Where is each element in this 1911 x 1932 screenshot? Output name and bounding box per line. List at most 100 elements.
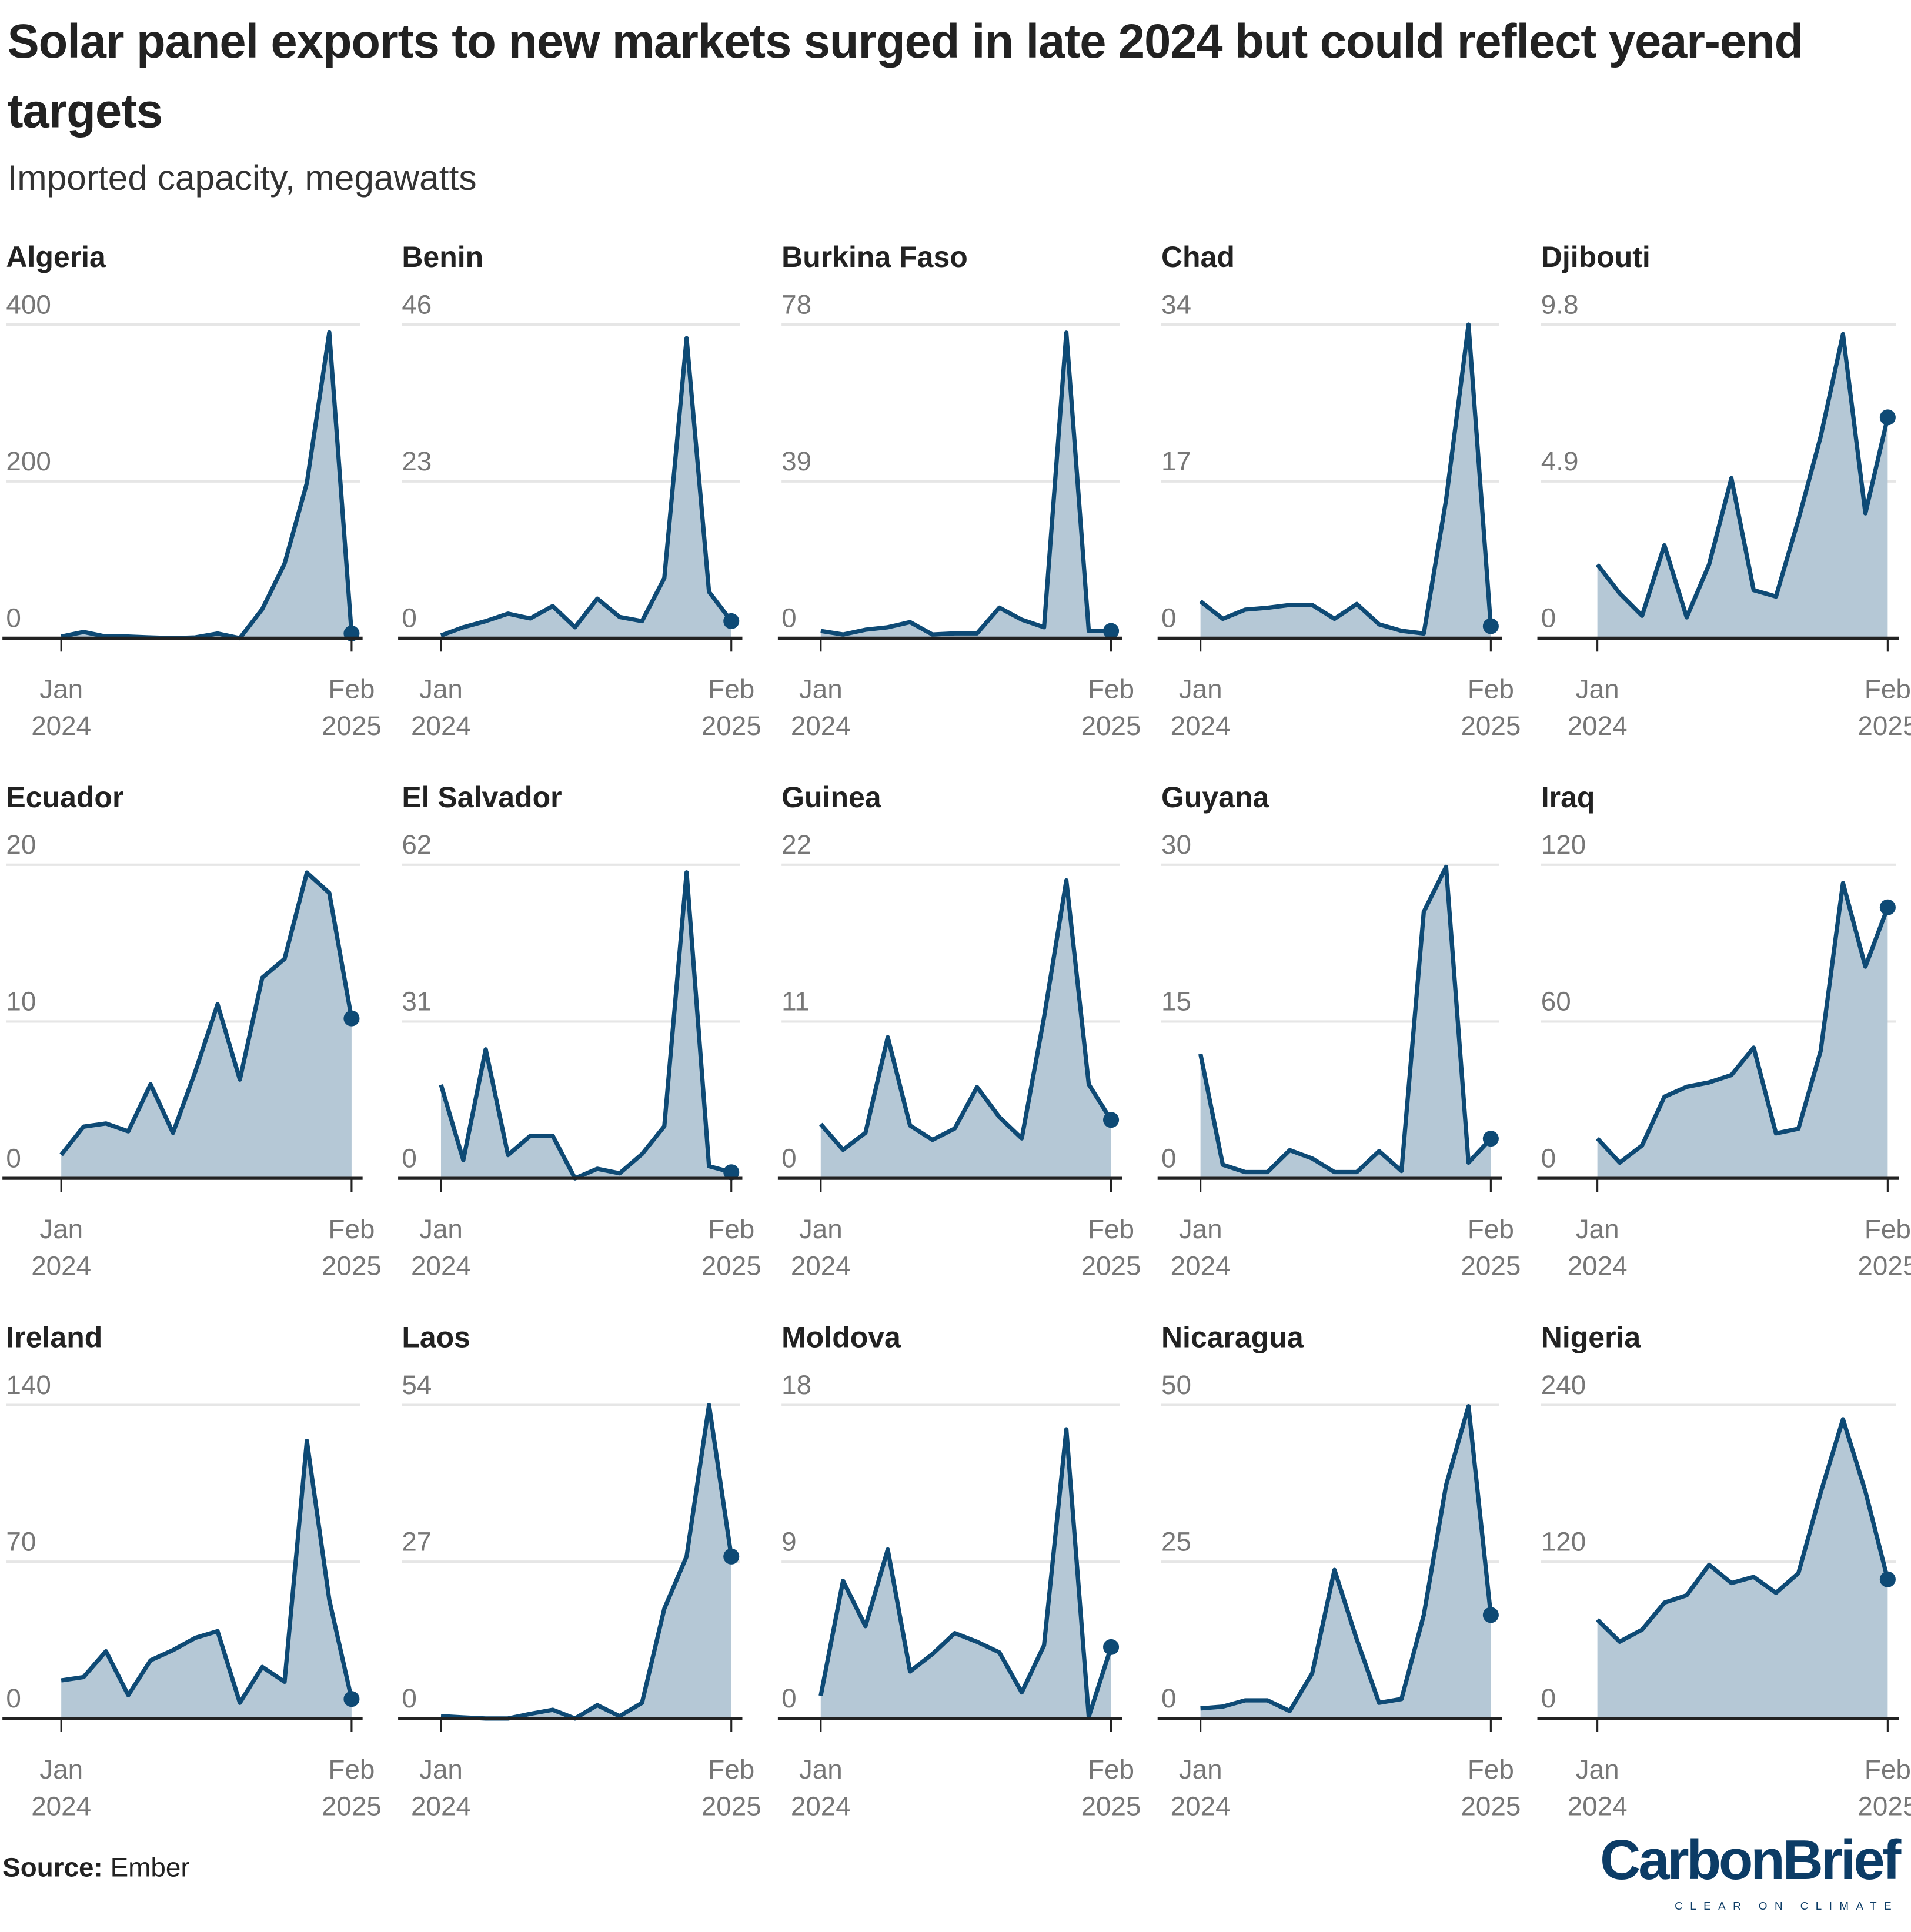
area-fill [820,1429,1111,1719]
panel-ireland: Ireland 0 70 140 Jan 2024 Feb 2025 [2,1321,382,1821]
area-fill [440,872,731,1179]
y-tick-label: 15 [1161,987,1191,1017]
y-tick-label: 0 [402,603,417,633]
x-tick-year: 2025 [322,711,382,741]
x-tick-month: Jan [419,1754,463,1784]
y-tick-label: 27 [402,1526,432,1556]
area-fill [1597,334,1888,639]
x-tick-year: 2024 [1568,1791,1628,1821]
y-tick-label: 0 [1541,603,1556,633]
x-tick-month: Jan [1576,1754,1619,1784]
panel-title: Ecuador [6,781,123,814]
source-note: Source: Ember [2,1852,189,1884]
last-point-marker [1879,1571,1896,1587]
area-fill [61,873,352,1179]
x-tick-month: Jan [1179,1214,1222,1244]
last-point-marker [1103,1639,1120,1655]
panel-title: Moldova [781,1321,901,1354]
last-point-marker [723,1164,740,1181]
x-tick-month: Feb [1865,674,1911,704]
y-tick-label: 34 [1161,289,1191,319]
source-value: Ember [110,1851,190,1883]
y-tick-label: 0 [6,1143,21,1173]
series-line [1596,1417,1890,1644]
y-tick-label: 23 [402,446,432,476]
series-line [59,870,354,1156]
panel-nicaragua: Nicaragua 0 25 50 Jan 2024 Feb 2025 [1157,1321,1521,1821]
y-tick-label: 240 [1541,1370,1586,1400]
carbonbrief-logo: CarbonBrief CLEAR ON CLIMATE [1600,1825,1901,1913]
y-tick-label: 0 [1541,1683,1556,1713]
panel-burkina-faso: Burkina Faso 0 39 78 Jan 2024 Feb 2025 [777,240,1141,741]
x-tick-month: Jan [39,1214,83,1244]
y-tick-label: 46 [402,289,432,319]
y-tick-label: 0 [1541,1143,1556,1173]
x-tick-year: 2024 [411,1251,471,1281]
panel-ecuador: Ecuador 0 10 20 Jan 2024 Feb 2025 [2,781,382,1281]
x-tick-month: Jan [799,1214,843,1244]
x-tick-year: 2025 [1081,1791,1141,1821]
x-tick-year: 2024 [1568,711,1628,741]
x-tick-month: Jan [419,674,463,704]
y-tick-label: 120 [1541,830,1586,860]
y-tick-label: 50 [1161,1370,1191,1400]
panel-title: Guyana [1161,781,1270,814]
area-fill [61,1440,352,1719]
x-tick-year: 2025 [1081,1251,1141,1281]
x-tick-month: Jan [39,1754,83,1784]
last-point-marker [1103,1112,1120,1128]
x-tick-year: 2025 [1461,711,1521,741]
y-tick-label: 9.8 [1541,289,1579,319]
panel-title: Iraq [1541,781,1595,814]
series-line [1199,322,1494,636]
x-tick-month: Jan [799,1754,843,1784]
x-tick-year: 2025 [701,1791,761,1821]
area-fill [1597,1419,1888,1719]
last-point-marker [1482,618,1499,634]
y-tick-label: 120 [1541,1526,1586,1556]
series-line [1595,881,1890,1165]
x-tick-year: 2024 [1171,711,1231,741]
y-tick-label: 30 [1161,830,1191,860]
x-tick-year: 2025 [1857,711,1911,741]
x-tick-year: 2024 [411,1791,471,1821]
series-line [1595,332,1890,620]
x-tick-year: 2024 [31,711,91,741]
y-tick-label: 400 [6,289,51,319]
panel-guyana: Guyana 0 15 30 Jan 2024 Feb 2025 [1157,781,1521,1281]
x-tick-year: 2024 [411,711,471,741]
x-tick-month: Feb [1865,1754,1911,1784]
panel-title: Ireland [6,1321,102,1354]
panel-title: Djibouti [1541,240,1651,273]
panel-laos: Laos 0 27 54 Jan 2024 Feb 2025 [398,1321,761,1821]
area-fill [440,338,731,639]
x-tick-month: Feb [1468,1214,1514,1244]
last-point-marker [1482,1131,1499,1147]
x-tick-month: Jan [1576,674,1619,704]
last-point-marker [1879,409,1896,426]
area-fill [820,332,1111,639]
y-tick-label: 10 [6,987,36,1017]
y-tick-label: 70 [6,1526,36,1556]
panel-nigeria: Nigeria 0 120 240 Jan 2024 Feb 2025 [1537,1321,1911,1821]
x-tick-year: 2024 [791,711,851,741]
series-line [61,1438,354,1705]
x-tick-month: Feb [1468,1754,1514,1784]
panel-title: Guinea [781,781,882,814]
x-tick-year: 2025 [1857,1251,1911,1281]
panel-title: Nigeria [1541,1321,1642,1354]
x-tick-month: Feb [1088,1754,1134,1784]
panel-title: Chad [1161,240,1235,273]
panel-iraq: Iraq 0 60 120 Jan 2024 Feb 2025 [1537,781,1911,1281]
x-tick-month: Jan [39,674,83,704]
x-tick-month: Feb [1865,1214,1911,1244]
x-tick-month: Feb [328,1754,375,1784]
panel-chad: Chad 0 17 34 Jan 2024 Feb 2025 [1157,240,1521,741]
y-tick-label: 62 [402,830,432,860]
last-point-marker [1103,623,1120,639]
panel-title: El Salvador [402,781,562,814]
y-tick-label: 0 [781,603,796,633]
x-tick-month: Feb [708,674,754,704]
y-tick-label: 4.9 [1541,446,1579,476]
y-tick-label: 39 [781,446,811,476]
